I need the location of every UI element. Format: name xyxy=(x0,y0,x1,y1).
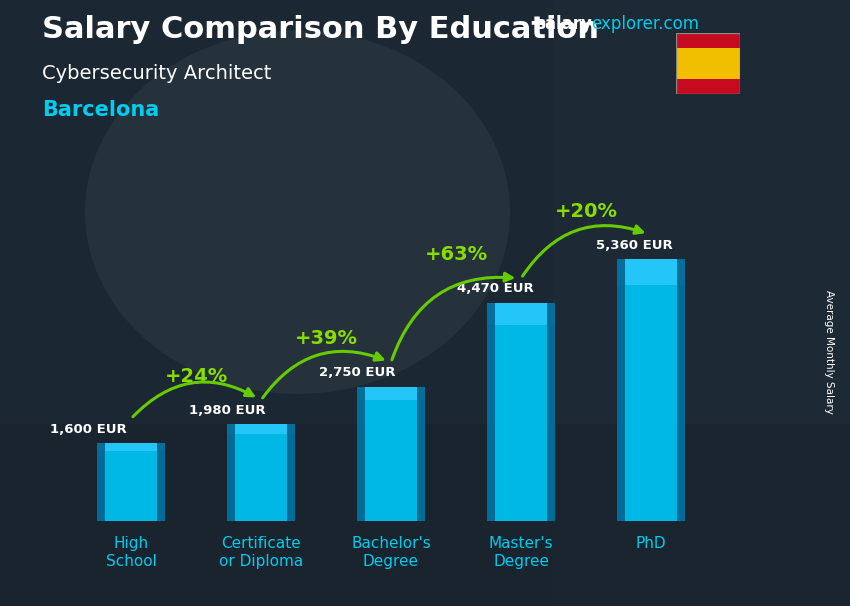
Bar xyxy=(617,259,685,285)
Bar xyxy=(416,387,425,521)
Text: Certificate
or Diploma: Certificate or Diploma xyxy=(219,536,303,568)
Bar xyxy=(676,33,740,48)
Text: Barcelona: Barcelona xyxy=(42,100,160,120)
Bar xyxy=(97,443,165,521)
Bar xyxy=(286,424,295,521)
Text: Cybersecurity Architect: Cybersecurity Architect xyxy=(42,64,272,82)
Ellipse shape xyxy=(85,30,510,394)
Bar xyxy=(156,443,165,521)
Bar xyxy=(487,303,496,521)
Text: High
School: High School xyxy=(105,536,156,568)
Text: PhD: PhD xyxy=(636,536,666,551)
Text: 1,600 EUR: 1,600 EUR xyxy=(50,423,127,436)
Text: Master's
Degree: Master's Degree xyxy=(489,536,553,568)
Text: salary: salary xyxy=(536,15,592,33)
Bar xyxy=(227,424,235,521)
Bar xyxy=(617,259,685,521)
Bar xyxy=(227,424,295,434)
Bar xyxy=(676,79,740,94)
Text: Salary Comparison By Education: Salary Comparison By Education xyxy=(42,15,599,44)
Bar xyxy=(617,259,626,521)
Bar xyxy=(547,303,555,521)
Bar xyxy=(676,48,740,79)
Text: 1,980 EUR: 1,980 EUR xyxy=(189,404,265,417)
Text: +20%: +20% xyxy=(554,202,617,221)
Bar xyxy=(0,424,850,606)
Text: Bachelor's
Degree: Bachelor's Degree xyxy=(351,536,431,568)
Bar xyxy=(357,387,425,400)
Text: +63%: +63% xyxy=(424,245,488,264)
Bar xyxy=(357,387,425,521)
Text: explorer.com: explorer.com xyxy=(591,15,699,33)
Text: 4,470 EUR: 4,470 EUR xyxy=(457,282,534,296)
Bar xyxy=(357,387,366,521)
Bar xyxy=(677,259,685,521)
Bar xyxy=(552,0,850,606)
Bar xyxy=(97,443,105,521)
Text: Average Monthly Salary: Average Monthly Salary xyxy=(824,290,834,413)
Bar xyxy=(487,303,555,521)
Text: 2,750 EUR: 2,750 EUR xyxy=(319,367,395,379)
Bar xyxy=(487,303,555,325)
Text: +39%: +39% xyxy=(294,329,358,348)
Text: 5,360 EUR: 5,360 EUR xyxy=(596,239,672,252)
Text: +24%: +24% xyxy=(164,367,228,386)
Bar xyxy=(227,424,295,521)
Bar xyxy=(97,443,165,451)
